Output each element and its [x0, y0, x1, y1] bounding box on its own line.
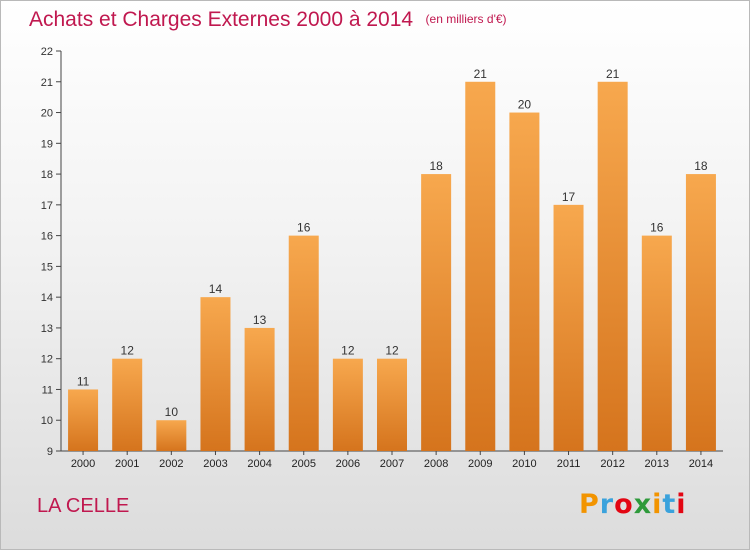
- data-label: 11: [77, 374, 90, 388]
- data-label: 17: [562, 190, 576, 204]
- title-text: Achats et Charges Externes 2000 à 2014: [29, 8, 414, 31]
- x-tick-label: 2000: [71, 458, 95, 470]
- commune-label: LA CELLE: [37, 495, 130, 517]
- y-tick-label: 22: [41, 46, 53, 58]
- bar: [200, 297, 231, 451]
- y-tick-label: 20: [41, 108, 53, 120]
- brand-letter: r: [599, 489, 615, 520]
- bar: [509, 112, 540, 452]
- x-tick-label: 2007: [380, 458, 404, 470]
- y-tick-label: 13: [41, 323, 53, 335]
- y-tick-label: 18: [41, 169, 53, 181]
- data-label: 13: [253, 313, 267, 327]
- data-label: 18: [694, 159, 708, 173]
- y-tick-label: 17: [41, 200, 53, 212]
- bar: [288, 235, 319, 451]
- x-tick-label: 2008: [424, 458, 448, 470]
- bar: [597, 81, 628, 452]
- bar: [553, 204, 584, 451]
- y-tick-label: 21: [41, 77, 53, 89]
- title-unit: (en milliers d'€): [425, 12, 507, 26]
- data-label: 16: [297, 221, 311, 235]
- y-tick-label: 19: [41, 138, 53, 150]
- x-tick-label: 2012: [600, 458, 624, 470]
- data-label: 18: [429, 159, 443, 173]
- x-tick-label: 2004: [247, 458, 271, 470]
- data-label: 20: [518, 98, 532, 112]
- data-label: 12: [121, 344, 135, 358]
- x-tick-label: 2005: [291, 458, 315, 470]
- x-tick-label: 2011: [557, 458, 581, 470]
- x-tick-label: 2013: [645, 458, 669, 470]
- brand-letter: i: [652, 489, 663, 520]
- x-tick-label: 2009: [468, 458, 492, 470]
- brand-letter: i: [676, 489, 687, 520]
- x-tick-label: 2014: [689, 458, 713, 470]
- data-label: 16: [650, 221, 664, 235]
- x-tick-label: 2003: [203, 458, 227, 470]
- data-label: 21: [474, 67, 488, 81]
- y-tick-label: 14: [41, 292, 53, 304]
- bar: [156, 420, 187, 451]
- y-tick-label: 10: [41, 415, 53, 427]
- y-tick-label: 9: [47, 446, 53, 458]
- bar: [244, 327, 275, 451]
- data-label: 14: [209, 282, 223, 296]
- y-tick-label: 11: [42, 384, 53, 396]
- chart-title: Achats et Charges Externes 2000 à 2014 (…: [29, 8, 507, 32]
- bar: [377, 358, 407, 451]
- data-label: 12: [341, 344, 355, 358]
- data-label: 12: [385, 344, 399, 358]
- y-tick-label: 15: [41, 261, 53, 273]
- brand-letter: x: [633, 489, 653, 520]
- bar: [421, 174, 452, 452]
- brand-letter: P: [579, 489, 600, 520]
- x-tick-label: 2010: [512, 458, 536, 470]
- bar: [332, 358, 363, 451]
- x-tick-label: 2006: [336, 458, 360, 470]
- bar: [685, 174, 716, 452]
- x-tick-label: 2001: [115, 458, 139, 470]
- brand-letter: t: [662, 489, 677, 520]
- y-tick-label: 16: [41, 231, 53, 243]
- bar: [112, 358, 143, 451]
- bar: [68, 389, 99, 451]
- brand-letter: o: [614, 489, 634, 520]
- proxiti-logo[interactable]: Proxiti: [579, 489, 687, 520]
- data-label: 21: [606, 67, 620, 81]
- y-tick-label: 12: [41, 354, 53, 366]
- data-label: 10: [165, 405, 179, 419]
- bar: [641, 235, 672, 451]
- x-tick-label: 2002: [159, 458, 183, 470]
- bar: [465, 81, 496, 452]
